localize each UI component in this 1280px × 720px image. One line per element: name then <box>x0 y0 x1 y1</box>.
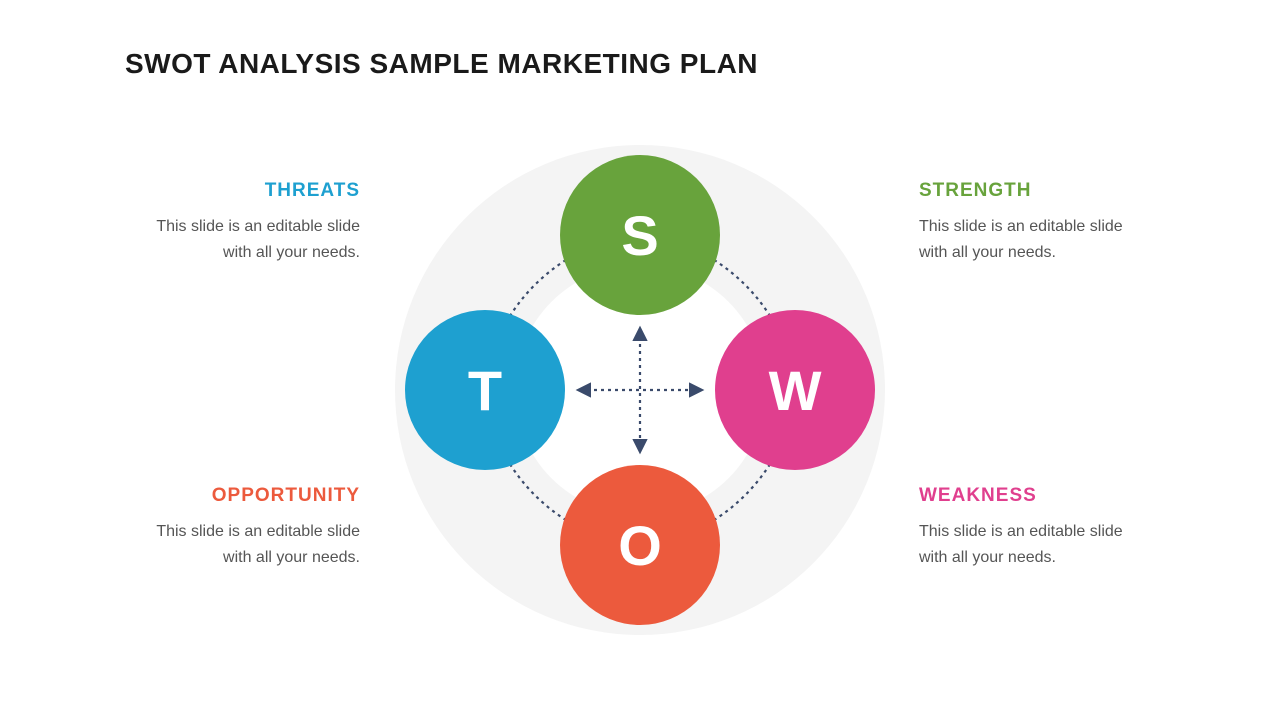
label-threats-desc: This slide is an editable slide with all… <box>125 214 360 265</box>
label-opportunity-title: OPPORTUNITY <box>125 485 360 507</box>
label-opportunity: OPPORTUNITY This slide is an editable sl… <box>125 485 360 570</box>
label-threats-title: THREATS <box>125 180 360 202</box>
label-weakness: WEAKNESS This slide is an editable slide… <box>919 485 1154 570</box>
circle-s: S <box>560 155 720 315</box>
label-threats: THREATS This slide is an editable slide … <box>125 180 360 265</box>
label-weakness-title: WEAKNESS <box>919 485 1154 507</box>
circle-o: O <box>560 465 720 625</box>
circle-w: W <box>715 310 875 470</box>
label-weakness-desc: This slide is an editable slide with all… <box>919 519 1154 570</box>
page-title: SWOT ANALYSIS SAMPLE MARKETING PLAN <box>125 48 758 80</box>
label-strength-title: STRENGTH <box>919 180 1154 202</box>
label-strength-desc: This slide is an editable slide with all… <box>919 214 1154 265</box>
label-strength: STRENGTH This slide is an editable slide… <box>919 180 1154 265</box>
circle-t: T <box>405 310 565 470</box>
swot-diagram: S T W O <box>395 145 885 635</box>
label-opportunity-desc: This slide is an editable slide with all… <box>125 519 360 570</box>
